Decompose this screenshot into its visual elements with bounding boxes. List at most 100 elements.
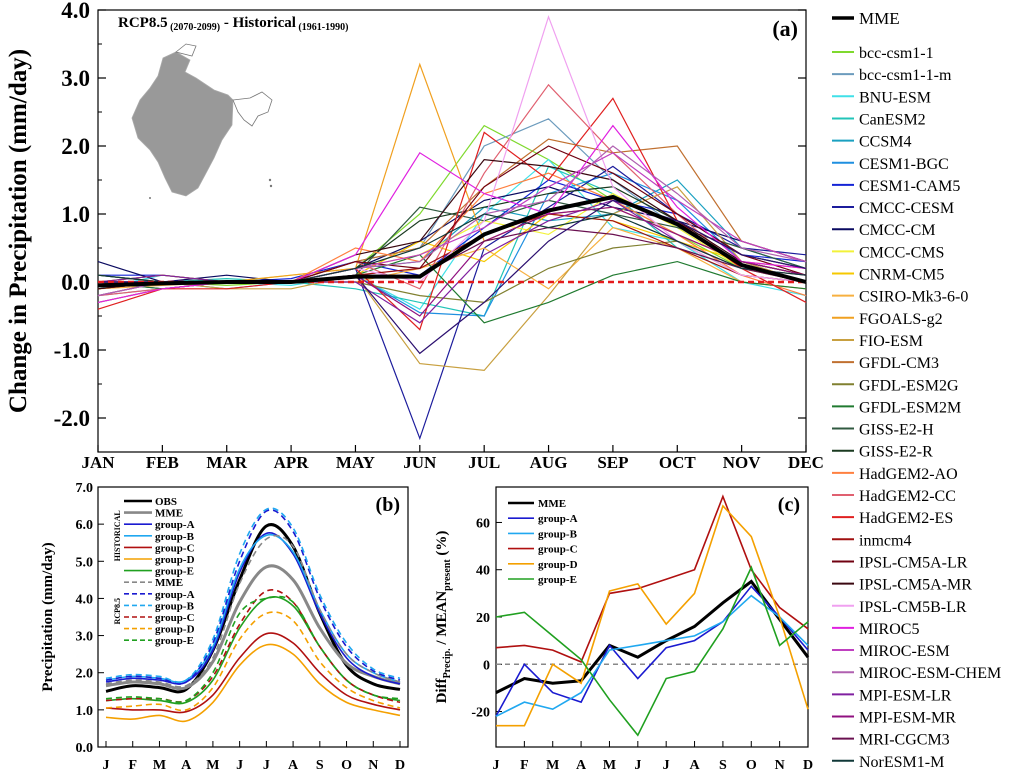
panel-b-xtick-label: M [206,758,219,773]
panel-b-xtick-label: A [288,758,299,773]
legend-label-mme: MME [859,9,900,28]
panel-c-xtick-label: O [746,758,757,773]
panel-a-frame [97,9,807,453]
panel-b-xtick-label: S [316,758,324,773]
b-legend-label-group-e: group-E [155,635,194,647]
legend-label-cesm1-cam5: CESM1-CAM5 [859,178,960,195]
panel-c-xtick-label: J [493,758,500,773]
c-line-group-c [495,494,809,663]
panel-c: -20 0 20 40 60 J F M A M J J A S O N D DiffPrecip. / MEAN… [434,486,813,773]
legend-label-inmcm4: inmcm4 [859,532,911,549]
model-line-bcc-csm1-1 [97,124,807,290]
panel-b-ytick-label: 7.0 [76,481,94,496]
panel-b-xtick-label: J [103,758,110,773]
legend-label-cmcc-cms: CMCC-CMS [859,244,944,261]
b-legend-label-group-b: group-B [155,600,195,612]
title-historical: - Historical [220,15,296,31]
model-line-cmcc-cesm [97,165,807,441]
panel-a-xtick-label: OCT [659,453,697,472]
panel-b-ytick-label: 6.0 [76,518,94,533]
panel-c-ylabel: DiffPrecip. / MEANpresent (%) [434,531,453,704]
c-legend-label-mme: MME [538,498,566,510]
legend-label-hadgem2-cc: HadGEM2-CC [859,488,956,505]
panel-a-xtick-label: JUN [403,453,437,472]
panel-b-ytick-label: 2.0 [76,667,94,682]
legend-label-giss-e2-r: GISS-E2-R [859,444,933,461]
title-scenario-period: (2070-2099) [168,22,221,33]
panel-a-xtick-label: JAN [81,453,115,472]
b-legend-label-group-a: group-A [155,589,195,601]
legend-label-ipsl-cm5a-mr: IPSL-CM5A-MR [859,577,972,594]
b-legend-label-mme: MME [155,508,183,520]
panel-a-ytick-label: 4.0 [61,0,90,23]
panel-b-xtick-label: J [263,758,270,773]
panel-a-ytick-label: 1.0 [61,202,90,227]
legend-label-hadgem2-ao: HadGEM2-AO [859,466,958,483]
b-line-hist-group-d [105,643,401,723]
panel-b-xtick-label: A [181,758,192,773]
panel-a-xtick-label: JUL [468,453,500,472]
b-legend-label-group-d: group-D [155,554,195,566]
legend-label-bcc-csm1-1-m: bcc-csm1-1-m [859,67,952,84]
c-line-group-e [495,565,809,737]
islands-dot [269,184,273,188]
legend-label-ipsl-cm5a-lr: IPSL-CM5A-LR [859,554,968,571]
panel-a-title: RCP8.5 (2070-2099) - Historical (1961-19… [118,15,348,33]
b-line-rcp85-group-d [105,611,401,712]
legend-label-gfdl-esm2g: GFDL-ESM2G [859,377,959,394]
panel-c-ytick-label: 20 [476,611,490,626]
legend-label-canesm2: CanESM2 [859,111,926,128]
c-legend-label-group-a: group-A [538,513,578,525]
b-line-rcp85-mme [105,534,401,688]
panel-c-xtick-label: M [546,758,559,773]
c-line-group-d [496,504,809,727]
c-legend-label-group-e: group-E [538,574,577,586]
panel-c-xtick-label: M [603,758,616,773]
panel-b-ytick-label: 4.0 [76,592,94,607]
models-legend: MME bcc-csm1-1 bcc-csm1-1-m BNU-ESM CanESM2 C… [832,9,1001,778]
panel-b-xtick-label: D [395,758,405,773]
panel-a-xtick-label: MAR [206,453,247,472]
india-map [131,43,273,199]
panel-c-label: (c) [778,494,800,516]
legend-label-miroc-esm: MIROC-ESM [859,643,950,660]
legend-label-miroc5: MIROC5 [859,621,919,638]
b-legend-label-group-d: group-D [155,624,195,636]
legend-label-gfdl-esm2m: GFDL-ESM2M [859,399,961,416]
b-line-rcp85-group-b [105,507,401,684]
panel-b-frame [97,486,409,748]
panel-b-xtick-label: N [368,758,378,773]
panel-a-ylabel: Change in Precipitation (mm/day) [5,49,32,413]
c-line-group-b [495,594,809,718]
panel-a-xtick-label: DEC [788,453,824,472]
panel-a-xtick-label: MAY [336,453,375,472]
legend-label-mri-cgcm3: MRI-CGCM3 [859,732,950,749]
title-scenario: RCP8.5 [118,15,168,31]
panel-b-xtick-label: O [341,758,352,773]
c-legend-label-group-d: group-D [538,559,578,571]
legend-label-csiro-mk3-6-0: CSIRO-Mk3-6-0 [859,289,968,306]
legend-label-mpi-esm-mr: MPI-ESM-MR [859,710,956,727]
panel-a-xtick-label: NOV [723,453,762,472]
panel-c-xtick-label: A [576,758,587,773]
panel-c-xtick-label: D [803,758,813,773]
model-line-cmcc-cm [97,186,807,283]
legend-label-bnu-esm: BNU-ESM [859,89,931,106]
panel-b-label: (b) [376,494,400,516]
panel-b-ytick-label: 3.0 [76,630,94,645]
panel-a-label: (a) [772,16,798,41]
legend-label-cesm1-bgc: CESM1-BGC [859,156,949,173]
legend-label-fio-esm: FIO-ESM [859,333,923,350]
legend-label-hadgem2-es: HadGEM2-ES [859,510,953,527]
panel-a: -2.0 -1.0 0.0 1.0 2.0 3.0 4.0 JAN FEB MAR APR MAY JU… [5,0,824,472]
panel-c-ytick-label: 0 [483,658,490,673]
legend-label-cnrm-cm5: CNRM-CM5 [859,267,944,284]
b-legend-label-group-c: group-C [155,612,195,624]
india-north-outline [175,43,197,57]
legend-label-giss-e2-h: GISS-E2-H [859,422,934,439]
b-legend-label-group-e: group-E [155,566,194,578]
panel-c-xtick-label: F [520,758,529,773]
panel-b-xtick-label: F [128,758,137,773]
panel-a-ytick-label: -1.0 [54,338,90,363]
